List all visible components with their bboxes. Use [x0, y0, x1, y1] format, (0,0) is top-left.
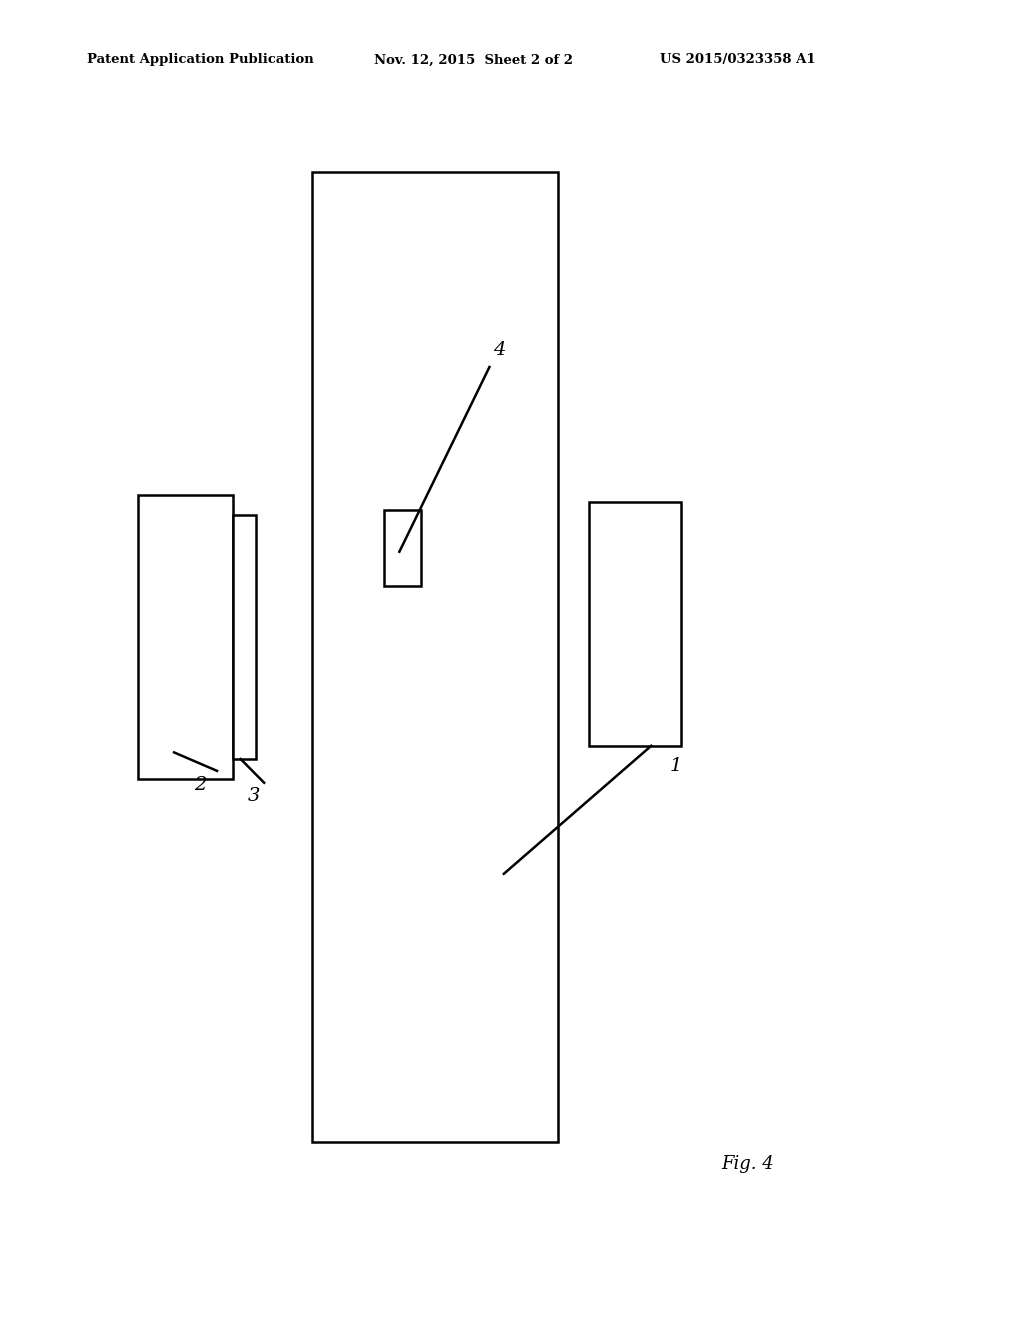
- Text: Nov. 12, 2015  Sheet 2 of 2: Nov. 12, 2015 Sheet 2 of 2: [374, 53, 572, 66]
- Bar: [589, 502, 681, 746]
- Text: 4: 4: [494, 341, 506, 359]
- Bar: [233, 515, 256, 759]
- Bar: [138, 495, 233, 779]
- Text: 3: 3: [248, 787, 260, 805]
- Text: US 2015/0323358 A1: US 2015/0323358 A1: [660, 53, 816, 66]
- Text: Fig. 4: Fig. 4: [721, 1155, 774, 1173]
- Text: 1: 1: [670, 756, 682, 775]
- Bar: [384, 510, 421, 586]
- Text: 2: 2: [195, 776, 207, 795]
- Bar: [312, 172, 558, 1142]
- Text: Patent Application Publication: Patent Application Publication: [87, 53, 313, 66]
